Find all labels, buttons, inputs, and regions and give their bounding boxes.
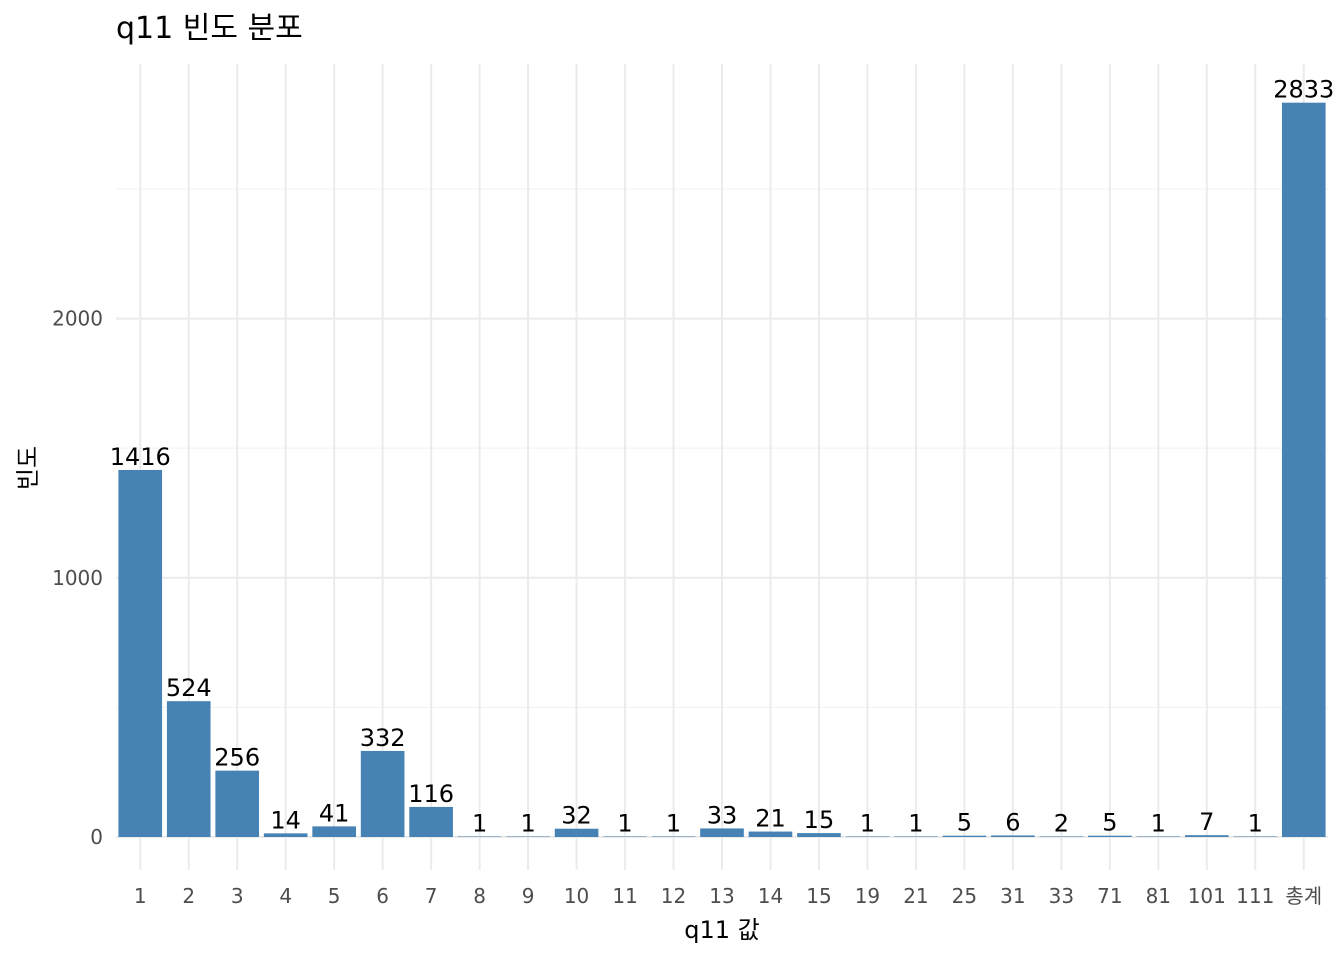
x-tick-label: 5 [328,884,341,908]
x-tick-label: 10 [564,884,589,908]
x-tick-label: 1 [134,884,147,908]
data-label: 6 [1005,808,1020,836]
data-label: 14 [270,806,301,834]
data-label: 5 [1102,809,1117,837]
x-tick-label: 19 [855,884,880,908]
bar [1088,835,1132,837]
bar [991,835,1035,837]
data-label: 2833 [1273,76,1334,104]
y-tick-label: 2000 [52,307,103,331]
bar [748,831,793,837]
grid [116,64,1328,870]
data-label: 1416 [110,443,171,471]
bar [942,835,987,837]
data-label: 21 [755,805,786,833]
y-tick-label: 1000 [52,566,103,590]
x-tick-label: 15 [806,884,831,908]
data-label: 1 [520,810,535,838]
x-tick-label: 12 [661,884,686,908]
x-tick-label: 71 [1097,884,1122,908]
data-label: 15 [804,806,835,834]
x-tick-label: 2 [182,884,195,908]
bars [118,102,1326,837]
data-label: 524 [166,674,212,702]
bar [506,836,550,837]
bar [1281,102,1326,837]
x-tick-label: 14 [758,884,783,908]
x-tick-label: 111 [1236,884,1274,908]
x-tick-label: 101 [1188,884,1226,908]
bar [651,836,696,837]
data-label: 116 [408,780,454,808]
data-label: 1 [472,810,487,838]
chart-title: q11 빈도 분포 [116,11,303,46]
bar [797,833,841,837]
data-label: 1 [860,810,875,838]
data-label: 1 [666,810,681,838]
x-tick-label: 3 [231,884,244,908]
x-axis-title: q11 값 [684,916,759,944]
bar [457,836,502,837]
bar [360,750,405,837]
bar [215,770,260,837]
data-label: 5 [957,809,972,837]
x-tick-label: 31 [1000,884,1025,908]
data-label: 1 [1151,810,1166,838]
y-axis-ticks: 0 1000 2000 [52,307,103,849]
x-tick-label: 8 [473,884,486,908]
y-tick-label: 0 [90,825,103,849]
data-label: 33 [707,801,738,829]
x-tick-label: 4 [279,884,292,908]
bar [845,836,890,837]
bar [554,828,599,837]
bar [409,806,453,837]
data-label: 256 [214,744,260,772]
data-label: 41 [319,799,350,827]
data-label: 332 [360,724,406,752]
data-label: 1 [1248,810,1263,838]
bar [894,836,938,837]
x-tick-label: 11 [612,884,637,908]
bar [263,833,308,837]
x-tick-label: 13 [709,884,734,908]
x-tick-label: 21 [903,884,928,908]
x-tick-label: 81 [1146,884,1171,908]
x-tick-label: 6 [376,884,389,908]
x-tick-label: 9 [522,884,535,908]
x-tick-label: 25 [952,884,977,908]
x-tick-label: 33 [1049,884,1074,908]
bar [166,701,211,837]
bar [700,828,744,837]
bar [1039,836,1084,837]
bar [118,469,163,837]
bar [312,826,356,837]
bar [1184,835,1229,837]
data-label: 7 [1199,808,1214,836]
x-tick-label: 총계 [1285,884,1322,908]
bar [603,836,647,837]
y-axis-title: 빈도 [14,446,42,490]
data-label: 1 [617,810,632,838]
x-tick-label: 7 [425,884,438,908]
x-axis-ticks: 1 2 3 4 5 6 7 8 9 10 11 12 13 14 15 19 21 25 31 33 71 81 101 11… [134,884,1322,908]
bar [1136,836,1181,837]
data-label: 32 [561,802,592,830]
data-label: 1 [908,810,923,838]
data-label: 2 [1054,809,1069,837]
bar [1233,836,1278,837]
